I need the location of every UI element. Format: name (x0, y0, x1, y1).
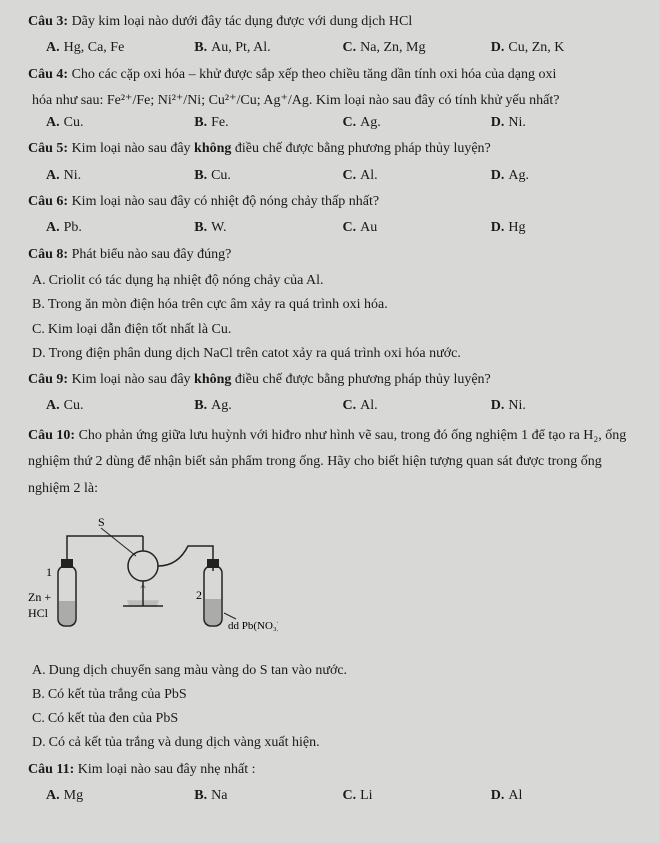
question-3: Câu 3: Dãy kim loại nào dưới đây tác dụn… (28, 12, 639, 32)
q3-choice-a: A.Hg, Ca, Fe (46, 38, 194, 58)
diagram-label-hcl: HCl (28, 606, 49, 620)
q10-para: Cho phản ứng giữa lưu huỳnh với hiđro nh… (28, 428, 626, 496)
question-11: Câu 11: Kim loại nào sau đây nhẹ nhất : (28, 760, 639, 780)
q9-text1: Kim loại nào sau đây (72, 372, 194, 387)
q9-choice-b: B.Ag. (194, 396, 342, 416)
question-5: Câu 5: Kim loại nào sau đây không điều c… (28, 139, 639, 159)
diagram-label-s: S (98, 515, 105, 529)
q4-choice-d: D.Ni. (491, 113, 639, 133)
q5-text2: điều chế được bằng phương pháp thủy luyệ… (235, 141, 491, 156)
question-8: Câu 8: Phát biểu nào sau đây đúng? (28, 245, 639, 265)
q6-choices: A.Pb. B.W. C.Au D.Hg (28, 218, 639, 238)
q9-choice-c: C.Al. (343, 396, 491, 416)
q6-text: Kim loại nào sau đây có nhiệt độ nóng ch… (72, 194, 380, 209)
q10-stmt-d: D.Có cả kết tủa trắng và dung dịch vàng … (32, 733, 639, 753)
q9-prefix: Câu 9: (28, 372, 68, 387)
q6-prefix: Câu 6: (28, 194, 68, 209)
q8-stmt-c: C.Kim loại dẫn điện tốt nhất là Cu. (32, 320, 639, 340)
q5-choice-d: D.Ag. (491, 166, 639, 186)
q6-choice-d: D.Hg (491, 218, 639, 238)
q5-choice-c: C.Al. (343, 166, 491, 186)
q4-choices: A.Cu. B.Fe. C.Ag. D.Ni. (28, 113, 639, 133)
q8-stmt-d: D.Trong điện phân dung dịch NaCl trên ca… (32, 344, 639, 364)
q5-bold: không (194, 141, 231, 156)
q5-prefix: Câu 5: (28, 141, 68, 156)
q8-stmt-b: B.Trong ăn mòn điện hóa trên cực âm xảy … (32, 295, 639, 315)
q5-choice-a: A.Ni. (46, 166, 194, 186)
q6-choice-c: C.Au (343, 218, 491, 238)
diagram-label-1: 1 (46, 565, 52, 579)
q5-choice-b: B.Cu. (194, 166, 342, 186)
q11-choice-c: C.Li (343, 786, 491, 806)
q4-prefix: Câu 4: (28, 67, 68, 82)
q9-text2: điều chế được bằng phương pháp thủy luyệ… (235, 372, 491, 387)
q11-choice-b: B.Na (194, 786, 342, 806)
q11-prefix: Câu 11: (28, 762, 74, 777)
q4-line2: hóa như sau: Fe²⁺/Fe; Ni²⁺/Ni; Cu²⁺/Cu; … (32, 91, 639, 111)
q11-choices: A.Mg B.Na C.Li D.Al (28, 786, 639, 806)
q8-prefix: Câu 8: (28, 247, 68, 262)
q3-prefix: Câu 3: (28, 14, 68, 29)
q3-choice-b: B.Au, Pt, Al. (194, 38, 342, 58)
q8-stmt-a: A.Criolit có tác dụng hạ nhiệt độ nóng c… (32, 271, 639, 291)
q10-prefix: Câu 10: (28, 428, 75, 443)
diagram-label-2: 2 (196, 588, 202, 602)
q4-choice-a: A.Cu. (46, 113, 194, 133)
q3-text: Dãy kim loại nào dưới đây tác dụng được … (72, 14, 413, 29)
q11-choice-d: D.Al (491, 786, 639, 806)
q9-choice-a: A.Cu. (46, 396, 194, 416)
q6-choice-b: B.W. (194, 218, 342, 238)
q3-choices: A.Hg, Ca, Fe B.Au, Pt, Al. C.Na, Zn, Mg … (28, 38, 639, 58)
question-6: Câu 6: Kim loại nào sau đây có nhiệt độ … (28, 192, 639, 212)
q4-line1: Cho các cặp oxi hóa – khử được sắp xếp t… (72, 67, 557, 82)
q10-stmt-b: B.Có kết tủa trắng của PbS (32, 685, 639, 705)
q5-choices: A.Ni. B.Cu. C.Al. D.Ag. (28, 166, 639, 186)
question-9: Câu 9: Kim loại nào sau đây không điều c… (28, 370, 639, 390)
q10-stmt-a: A.Dung dịch chuyển sang màu vàng do S ta… (32, 661, 639, 681)
q3-choice-d: D.Cu, Zn, K (491, 38, 639, 58)
experiment-diagram: S 1 2 Zn + HCl dd Pb(NO₃)₂ (28, 511, 639, 651)
diagram-svg: S 1 2 Zn + HCl dd Pb(NO₃)₂ (28, 511, 278, 651)
diagram-label-zn: Zn + (28, 590, 51, 604)
q9-choices: A.Cu. B.Ag. C.Al. D.Ni. (28, 396, 639, 416)
q10-stmt-c: C.Có kết tủa đen của PbS (32, 709, 639, 729)
question-10: Câu 10: Cho phản ứng giữa lưu huỳnh với … (28, 423, 639, 503)
diagram-label-pb: dd Pb(NO₃)₂ (228, 620, 278, 632)
q11-text: Kim loại nào sau đây nhẹ nhất : (78, 762, 256, 777)
question-4: Câu 4: Cho các cặp oxi hóa – khử được sắ… (28, 65, 639, 85)
q9-bold: không (194, 372, 231, 387)
q5-text1: Kim loại nào sau đây (72, 141, 194, 156)
q9-choice-d: D.Ni. (491, 396, 639, 416)
q11-choice-a: A.Mg (46, 786, 194, 806)
q4-choice-c: C.Ag. (343, 113, 491, 133)
q6-choice-a: A.Pb. (46, 218, 194, 238)
q4-choice-b: B.Fe. (194, 113, 342, 133)
q8-text: Phát biểu nào sau đây đúng? (72, 247, 232, 262)
q3-choice-c: C.Na, Zn, Mg (343, 38, 491, 58)
